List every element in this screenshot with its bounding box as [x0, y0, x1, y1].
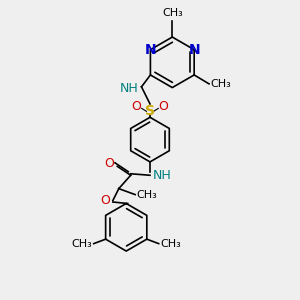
Text: N: N — [188, 43, 200, 57]
Text: O: O — [158, 100, 168, 113]
Text: CH₃: CH₃ — [211, 79, 231, 89]
Text: CH₃: CH₃ — [71, 238, 92, 249]
Text: O: O — [100, 194, 110, 207]
Text: CH₃: CH₃ — [162, 8, 183, 18]
Text: CH₃: CH₃ — [136, 190, 158, 200]
Text: O: O — [132, 100, 142, 113]
Text: N: N — [145, 43, 156, 57]
Text: O: O — [104, 158, 114, 170]
Text: CH₃: CH₃ — [160, 238, 181, 249]
Text: NH: NH — [120, 82, 139, 95]
Text: NH: NH — [153, 169, 172, 182]
Text: S: S — [145, 104, 155, 118]
